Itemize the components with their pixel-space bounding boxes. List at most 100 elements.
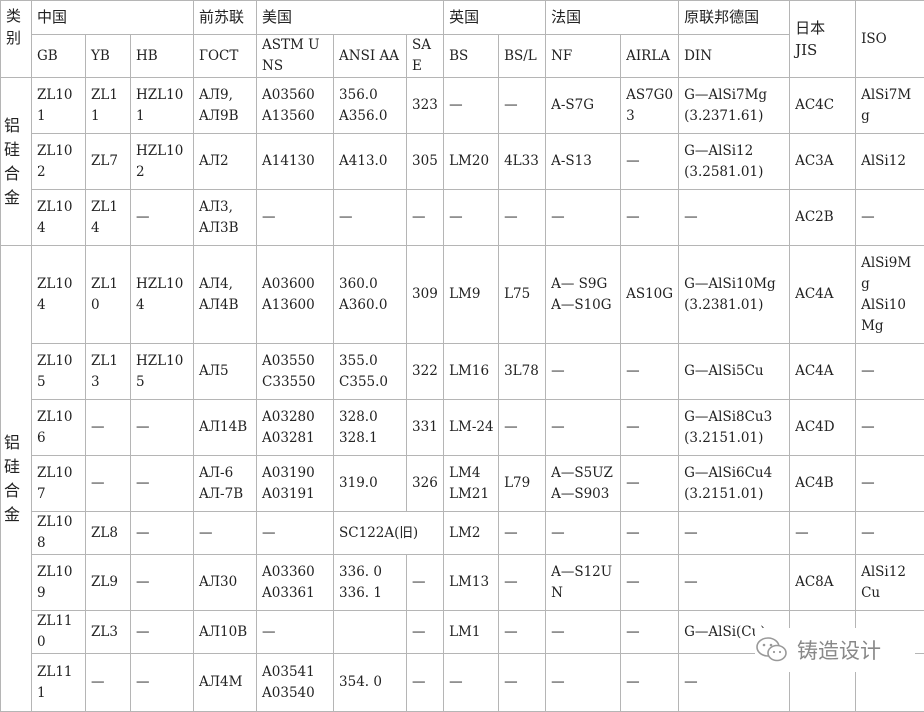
cell-hb: HZL101 xyxy=(131,78,194,134)
header-hb: HB xyxy=(131,35,194,78)
cell-hb: — xyxy=(131,400,194,456)
watermark-text: 铸造设计 xyxy=(797,635,881,665)
cell-ansi-aa: 354. 0 xyxy=(334,654,407,712)
cell-nf: — xyxy=(546,611,621,654)
header-nf: NF xyxy=(546,35,621,78)
header-gb: GB xyxy=(32,35,86,78)
cell-bs: LM-24 xyxy=(444,400,499,456)
cell-ansi-aa: 356.0 A356.0 xyxy=(334,78,407,134)
cell-sae: 326 xyxy=(407,456,444,512)
cell-bs-l: 4L33 xyxy=(499,134,546,190)
cell-jis: AC4A xyxy=(790,344,856,400)
cell-nf: — xyxy=(546,344,621,400)
cell-hb: HZL105 xyxy=(131,344,194,400)
cell-astm-uns: A03600 A13600 xyxy=(257,246,334,344)
category-cell: 铝 硅 合 金 xyxy=(1,246,32,712)
cell-jis: AC4C xyxy=(790,78,856,134)
cell-gost: AЛ30 xyxy=(194,555,257,611)
cell-sae: 305 xyxy=(407,134,444,190)
cell-iso: — xyxy=(856,190,924,246)
cell-nf: — xyxy=(546,400,621,456)
cell-airla: — xyxy=(621,512,679,555)
cell-hb: — xyxy=(131,190,194,246)
cell-yb: ZL7 xyxy=(86,134,131,190)
cell-nf: — xyxy=(546,654,621,712)
cell-gost: — xyxy=(194,512,257,555)
cell-din: — xyxy=(679,190,790,246)
header-ansi-aa: ANSI AA xyxy=(334,35,407,78)
cell-ansi-aa: A413.0 xyxy=(334,134,407,190)
cell-sae: — xyxy=(407,611,444,654)
cell-airla: — xyxy=(621,611,679,654)
cell-gb: ZL110 xyxy=(32,611,86,654)
cell-sae: 331 xyxy=(407,400,444,456)
cell-yb: — xyxy=(86,400,131,456)
header-airla: AIRLA xyxy=(621,35,679,78)
header-west-germany: 原联邦德国 xyxy=(679,1,790,35)
cell-gb: ZL101 xyxy=(32,78,86,134)
cell-bs: — xyxy=(444,190,499,246)
cell-yb: — xyxy=(86,654,131,712)
cell-din: G—AlSi10Mg (3.2381.01) xyxy=(679,246,790,344)
cell-airla: — xyxy=(621,190,679,246)
cell-yb: ZL10 xyxy=(86,246,131,344)
cell-jis: — xyxy=(790,512,856,555)
cell-astm-uns: A03560 A13560 xyxy=(257,78,334,134)
cell-jis: AC4D xyxy=(790,400,856,456)
cell-yb: ZL9 xyxy=(86,555,131,611)
cell-hb: HZL102 xyxy=(131,134,194,190)
header-uk: 英国 xyxy=(444,1,546,35)
category-cell: 铝 硅 合 金 xyxy=(1,78,32,246)
cell-ansi-aa: 328.0 328.1 xyxy=(334,400,407,456)
cell-sae: 309 xyxy=(407,246,444,344)
cell-gost: AЛ4, AЛ4B xyxy=(194,246,257,344)
header-china: 中国 xyxy=(32,1,194,35)
cell-iso: AlSi12 Cu xyxy=(856,555,924,611)
cell-airla: — xyxy=(621,654,679,712)
cell-bs: LM20 xyxy=(444,134,499,190)
cell-ansi-aa xyxy=(334,611,407,654)
cell-gb: ZL111 xyxy=(32,654,86,712)
cell-ansi-aa: — xyxy=(334,190,407,246)
header-category: 类别 xyxy=(1,1,32,78)
cell-din: G—AlSi7Mg (3.2371.61) xyxy=(679,78,790,134)
cell-iso: — xyxy=(856,400,924,456)
wechat-icon xyxy=(755,635,789,665)
cell-gb: ZL102 xyxy=(32,134,86,190)
cell-airla: — xyxy=(621,555,679,611)
cell-din: G—AlSi6Cu4 (3.2151.01) xyxy=(679,456,790,512)
cell-iso: AlSi9M g AlSi10 Mg xyxy=(856,246,924,344)
cell-astm-uns: A03190 A03191 xyxy=(257,456,334,512)
cell-nf: A-S7G xyxy=(546,78,621,134)
cell-yb: — xyxy=(86,456,131,512)
cell-nf: — xyxy=(546,190,621,246)
header-din: DIN xyxy=(679,35,790,78)
cell-airla: AS10G xyxy=(621,246,679,344)
header-ussr: 前苏联 xyxy=(194,1,257,35)
cell-nf: A—S5UZ A—S903 xyxy=(546,456,621,512)
cell-din: G—AlSi12 (3.2581.01) xyxy=(679,134,790,190)
cell-hb: HZL104 xyxy=(131,246,194,344)
cell-gb: ZL108 xyxy=(32,512,86,555)
cell-gost: AЛ10B xyxy=(194,611,257,654)
cell-ansi-aa: 360.0 A360.0 xyxy=(334,246,407,344)
cell-nf: A-S13 xyxy=(546,134,621,190)
cell-bs-l: — xyxy=(499,78,546,134)
cell-nf: A— S9G A—S10G xyxy=(546,246,621,344)
cell-ansi-aa: SC122A(旧) xyxy=(334,512,444,555)
cell-iso: AlSi7M g xyxy=(856,78,924,134)
cell-bs-l: 3L78 xyxy=(499,344,546,400)
cell-din: G—AlSi5Cu xyxy=(679,344,790,400)
cell-bs: — xyxy=(444,78,499,134)
cell-astm-uns: A14130 xyxy=(257,134,334,190)
cell-iso: — xyxy=(856,456,924,512)
cell-sae: — xyxy=(407,654,444,712)
cell-nf: — xyxy=(546,512,621,555)
cell-gb: ZL109 xyxy=(32,555,86,611)
cell-jis: AC3A xyxy=(790,134,856,190)
cell-gost: AЛ4M xyxy=(194,654,257,712)
cell-bs: LM4 LM21 xyxy=(444,456,499,512)
